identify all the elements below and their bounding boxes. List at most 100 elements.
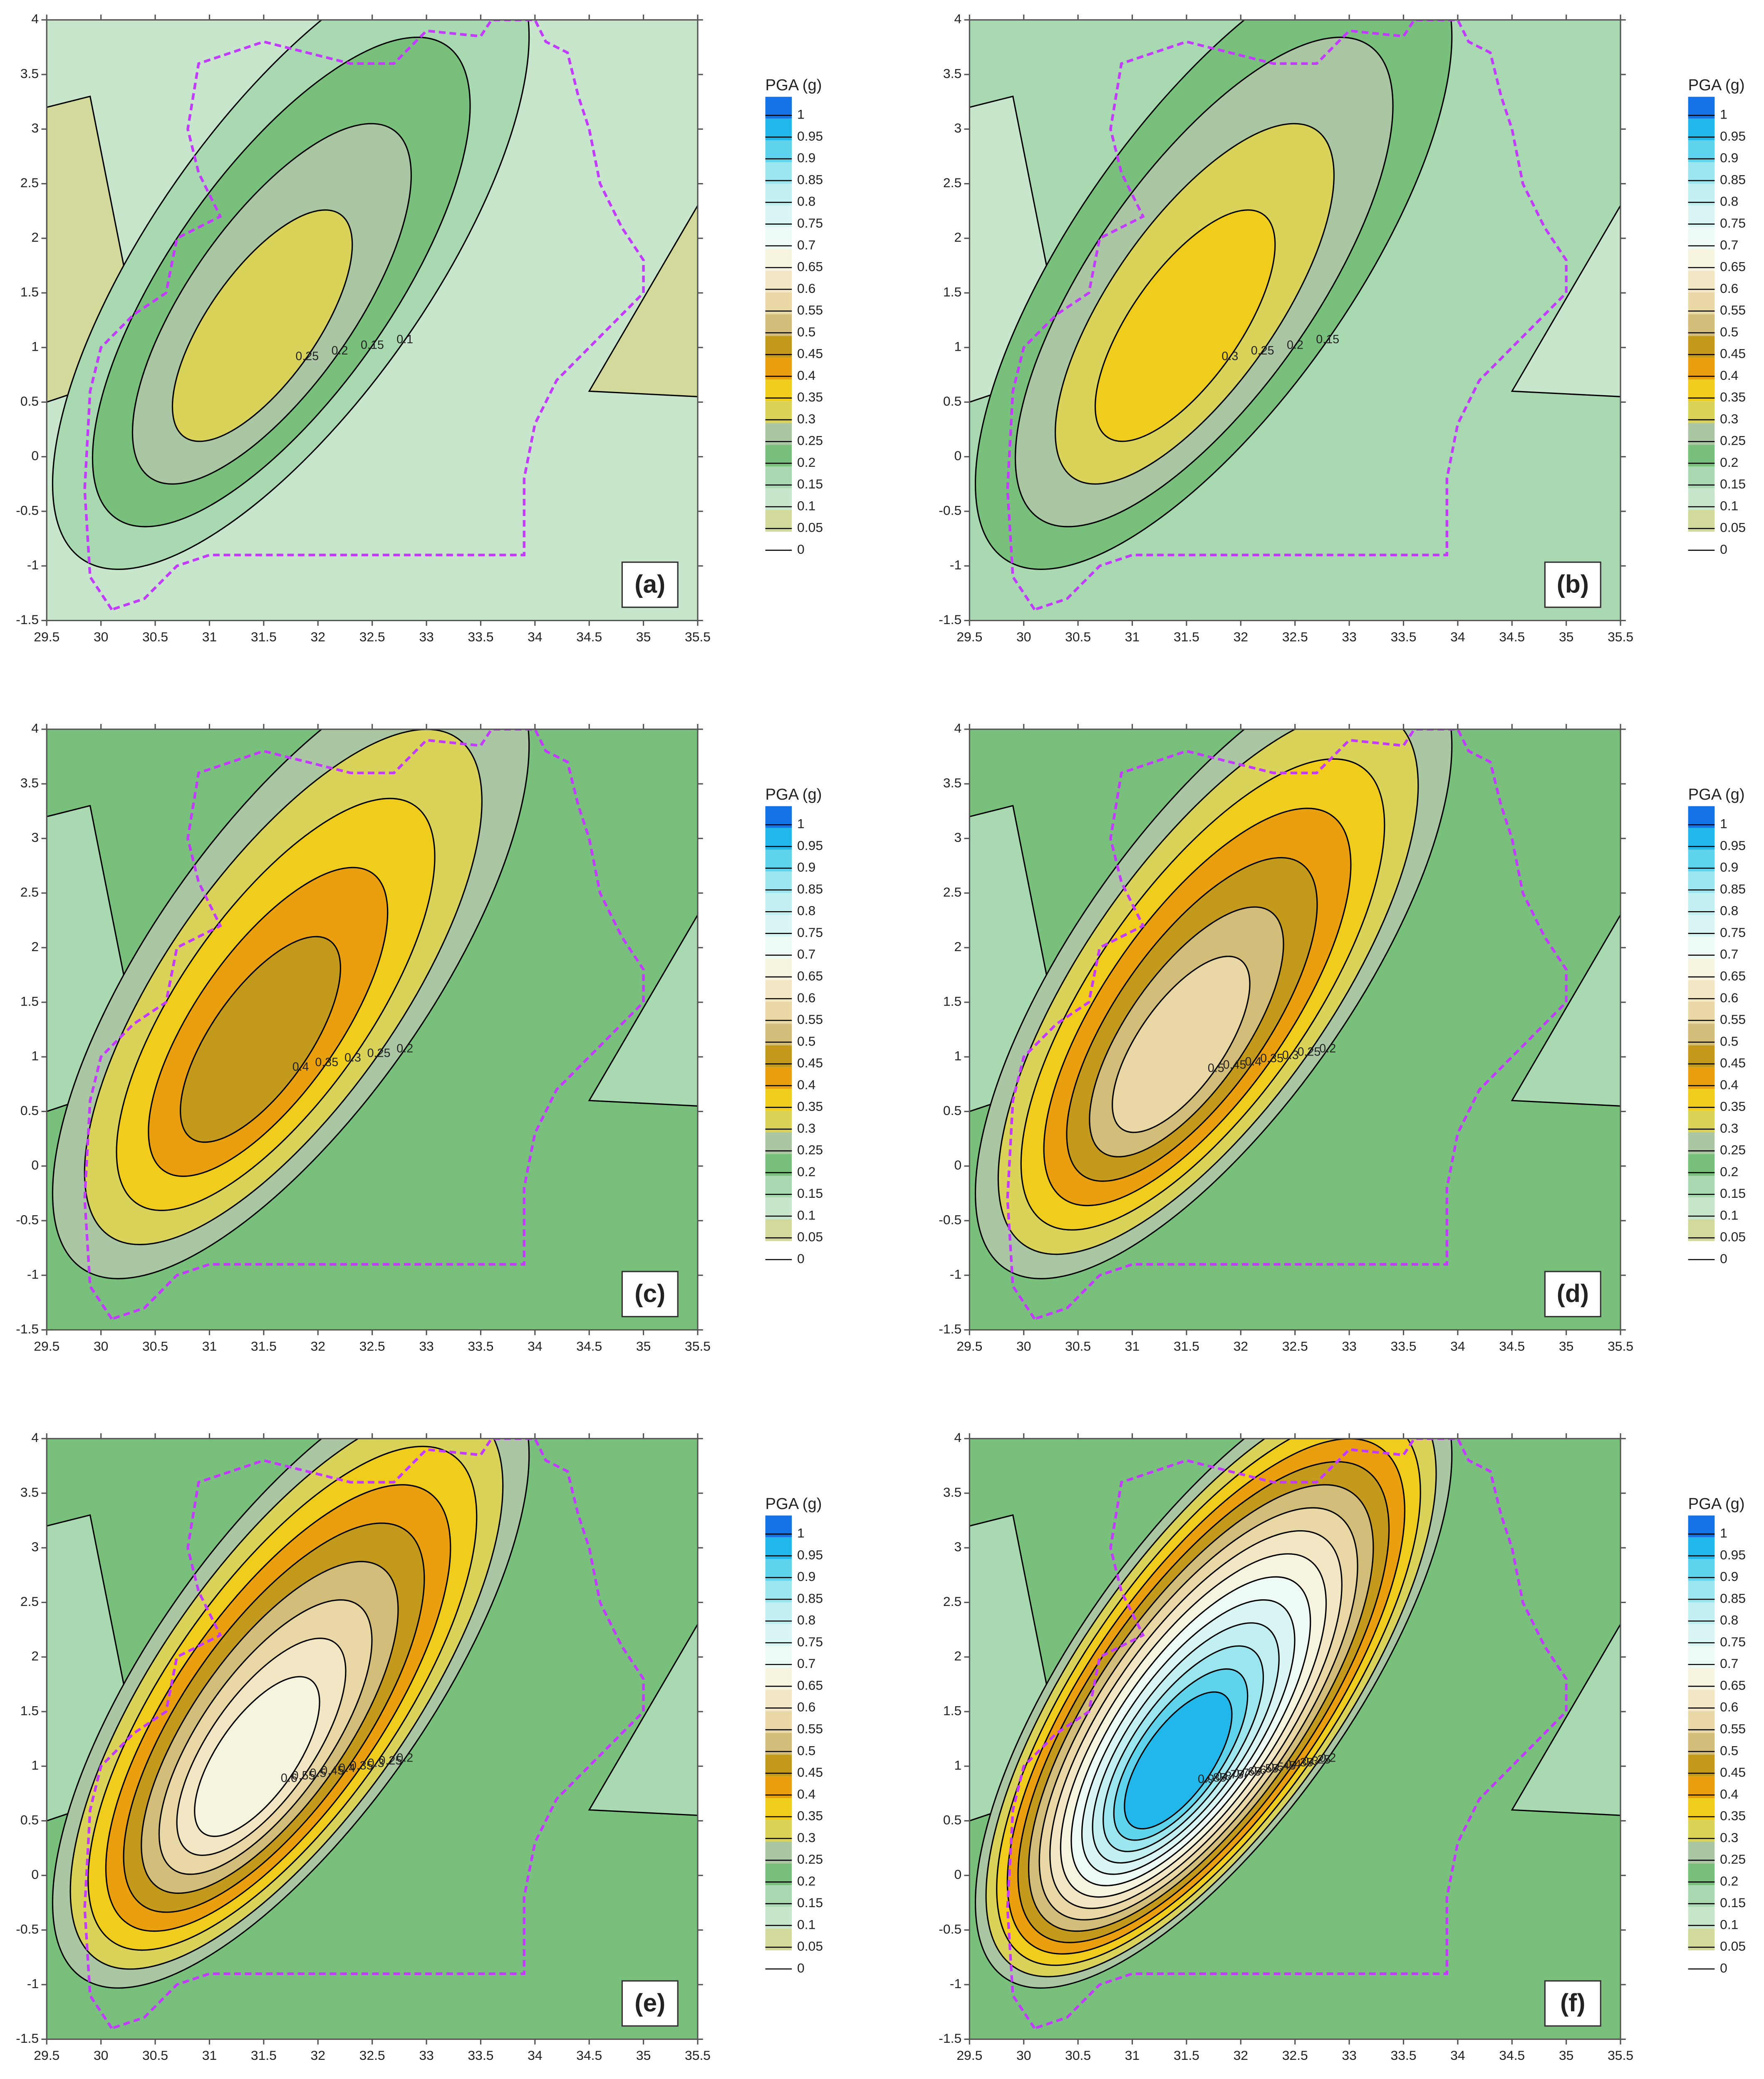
x-tick-label: 35 [636, 629, 651, 644]
x-tick-label: 33.5 [1390, 629, 1416, 644]
y-tick-label: 2.5 [20, 885, 39, 899]
contour-label: 0.2 [1319, 1042, 1336, 1056]
contour-label: 0.15 [361, 338, 384, 352]
contour-region [1112, 956, 1251, 1133]
colorbar-label: 0.6 [1720, 281, 1738, 296]
x-tick-label: 34.5 [576, 2048, 602, 2063]
x-tick-label: 29.5 [956, 1338, 982, 1353]
x-tick-label: 33 [1342, 629, 1356, 644]
colorbar-label: 0.6 [1720, 990, 1738, 1005]
y-tick-label: 1.5 [20, 1703, 39, 1718]
x-tick-label: 31.5 [251, 629, 277, 644]
x-tick-label: 29.5 [34, 629, 59, 644]
x-tick-label: 35 [1559, 1338, 1573, 1353]
colorbar-label: 0 [1720, 1960, 1727, 1975]
y-tick-label: 2 [31, 939, 39, 954]
colorbar-label: 0.15 [1720, 1895, 1746, 1910]
panel: 0.2 0.25 0.3 0.35 0.4 0.45 0.5 0.55 0.6 0.65 0.7 0.… [939, 1430, 1746, 2063]
colorbar-label: 0.25 [1720, 433, 1746, 448]
colorbar-label: 0.8 [1720, 903, 1738, 918]
x-tick-label: 30.5 [142, 2048, 168, 2063]
x-tick-label: 34.5 [1499, 1338, 1525, 1353]
colorbar-label: 0.4 [797, 1787, 815, 1801]
x-tick-label: 33.5 [1390, 2048, 1416, 2063]
colorbar-label: 0.65 [1720, 1678, 1746, 1692]
colorbar-label: 1 [1720, 107, 1727, 122]
colorbar-label: 0.8 [1720, 194, 1738, 209]
colorbar-title: PGA (g) [766, 1495, 822, 1513]
contour-label: 0.45 [1223, 1058, 1246, 1072]
x-tick-label: 31 [202, 1338, 217, 1353]
panel-label: (e) [634, 1989, 665, 2017]
colorbar-label: 0.05 [797, 520, 823, 535]
colorbar-label: 0.3 [1720, 1830, 1738, 1845]
colorbar-label: 0.55 [797, 1721, 823, 1736]
panel-label: (b) [1557, 570, 1589, 598]
colorbar-label: 0.7 [797, 237, 815, 252]
x-tick-label: 35.5 [1608, 2048, 1633, 2063]
colorbar-label: 0.15 [797, 1895, 823, 1910]
colorbar-label: 0.25 [797, 433, 823, 448]
colorbar-label: 0.6 [797, 1700, 815, 1715]
contour-label: 0.35 [315, 1056, 338, 1069]
colorbar-label: 0.3 [1720, 1120, 1738, 1135]
x-tick-label: 34 [1450, 2048, 1465, 2063]
x-tick-label: 34 [528, 1338, 542, 1353]
colorbar-label: 0 [797, 1251, 805, 1266]
colorbar-label: 0.65 [797, 1678, 823, 1692]
contour-label: 0.3 [1282, 1048, 1299, 1062]
colorbar-label: 0.85 [1720, 172, 1746, 187]
colorbar-title: PGA (g) [766, 76, 822, 94]
colorbar-label: 0.45 [797, 1765, 823, 1780]
map: 0.2 0.25 0.3 0.35 0.4 [47, 729, 698, 1330]
y-tick-label: 2 [954, 939, 961, 954]
colorbar-label: 0.9 [797, 860, 815, 875]
panel: 0.20.250.30.350.40.450.529.5 30 30.5 31 31.5… [939, 721, 1746, 1353]
colorbar-label: 0.3 [797, 411, 815, 426]
colorbar-label: 0.55 [797, 1012, 823, 1027]
colorbar-label: 0.75 [1720, 1634, 1746, 1649]
panel-label-box [1544, 1980, 1601, 2027]
x-tick-label: 35.5 [1608, 1338, 1633, 1353]
x-tick-label: 35 [1559, 2048, 1573, 2063]
x-tick-label: 32 [311, 2048, 325, 2063]
contour-label: 0.4 [1245, 1055, 1261, 1068]
y-tick-label: -1.5 [939, 1321, 961, 1336]
y-tick-label: -1.5 [939, 612, 961, 627]
colorbar-label: 0 [1720, 542, 1727, 557]
y-tick-label: -1.5 [939, 2031, 961, 2046]
contour-label: 0.25 [1251, 344, 1274, 357]
y-tick-label: 2 [954, 1648, 961, 1663]
colorbar-label: 0.15 [797, 1186, 823, 1201]
y-tick-label: -1 [27, 1267, 39, 1282]
map: 0.20.250.30.350.40.450.5 [969, 729, 1621, 1330]
contour-label: 0.4 [339, 1762, 355, 1775]
colorbar-label: 0.95 [797, 838, 823, 853]
colorbar-label: 0.65 [797, 969, 823, 984]
contour-region [171, 209, 353, 442]
y-tick-label: 0 [31, 1867, 39, 1882]
colorbar-label: 0.6 [797, 990, 815, 1005]
low-region [588, 913, 698, 1107]
colorbar-label: 0.35 [1720, 1808, 1746, 1823]
x-tick-label: 30.5 [1065, 2048, 1091, 2063]
y-tick-label: 0 [954, 1867, 961, 1882]
colorbar-label: 0.25 [1720, 1852, 1746, 1867]
x-tick-label: 32 [1234, 2048, 1248, 2063]
colorbar-label: 0.8 [1720, 1613, 1738, 1628]
y-tick-label: 1 [954, 1758, 961, 1773]
y-tick-label: 0 [31, 448, 39, 463]
x-tick-label: 34 [528, 2048, 542, 2063]
x-tick-label: 35 [636, 2048, 651, 2063]
y-tick-label: 0 [954, 1157, 961, 1172]
colorbar-label: 1 [1720, 1526, 1727, 1541]
y-tick-label: 0 [954, 448, 961, 463]
x-tick-label: 33 [1342, 1338, 1356, 1353]
contour-label: 0.25 [295, 350, 319, 363]
x-tick-label: 30 [1016, 1338, 1031, 1353]
x-tick-label: 32.5 [1282, 629, 1308, 644]
contour-label: 0.45 [321, 1764, 344, 1777]
x-tick-label: 30.5 [1065, 1338, 1091, 1353]
y-tick-label: -1 [27, 1976, 39, 1991]
